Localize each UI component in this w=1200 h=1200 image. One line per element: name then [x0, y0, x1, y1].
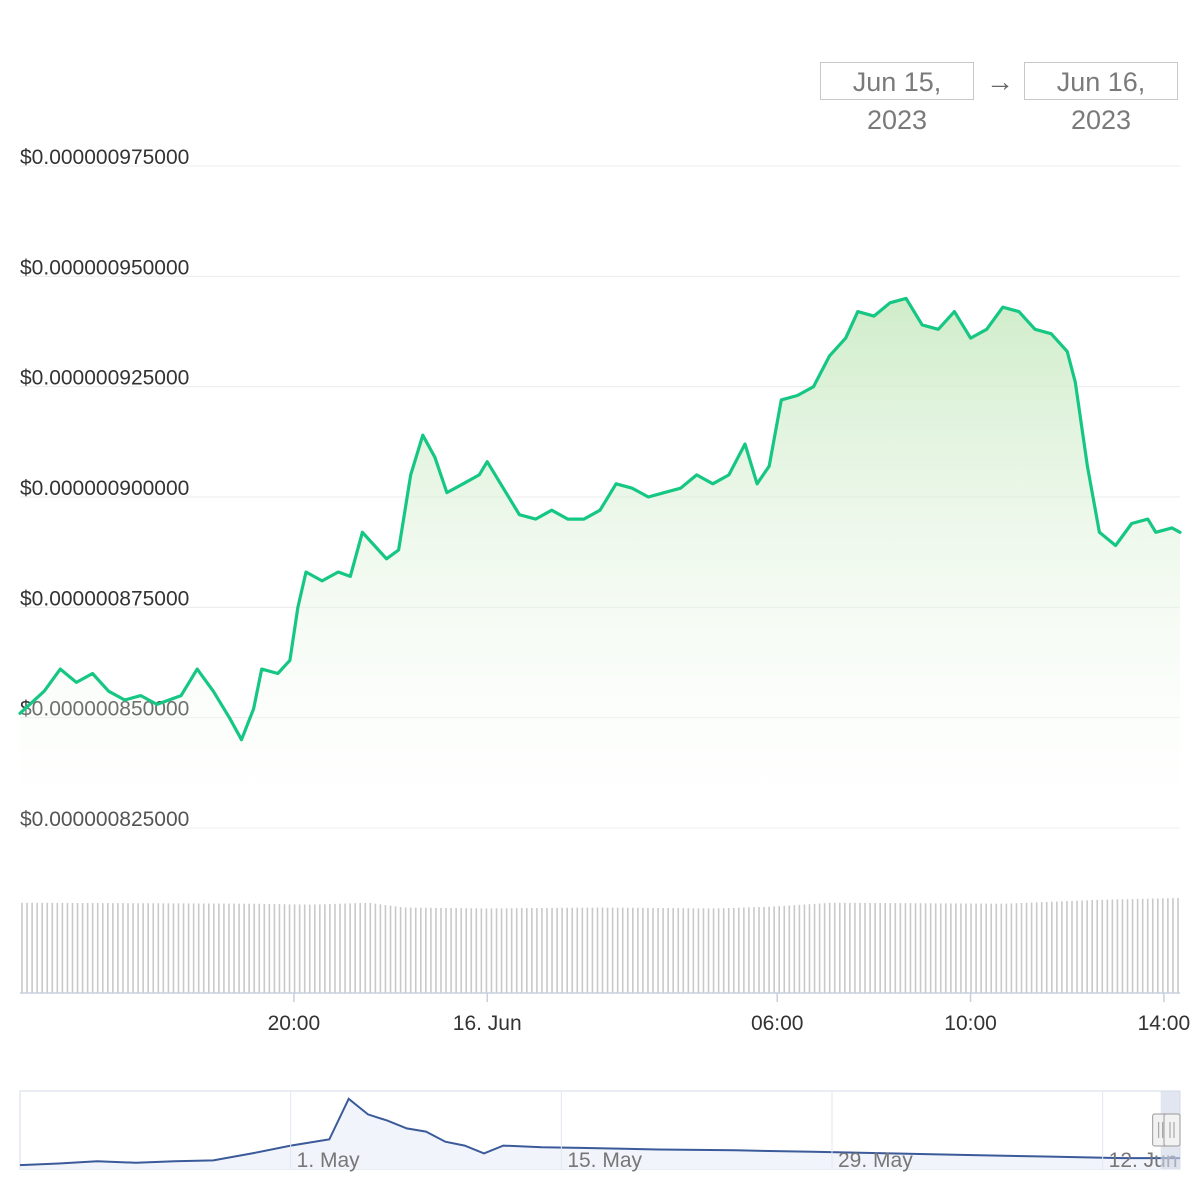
y-tick-label: $0.000000925000: [20, 367, 189, 390]
y-tick-label: $0.000000950000: [20, 256, 189, 279]
price-line: [18, 296, 1182, 742]
navigator-tick-label: 15. May: [567, 1149, 642, 1172]
price-series: [18, 296, 1182, 828]
navigator-tick-label: 29. May: [838, 1149, 913, 1172]
navigator-handle-right[interactable]: [1163, 1113, 1181, 1147]
navigator[interactable]: 1. May 15. May 29. May 12. Jun: [19, 1090, 1181, 1172]
y-tick-label: $0.000000975000: [20, 146, 189, 169]
x-tick-label: 10:00: [944, 1012, 997, 1035]
volume-bars: [21, 898, 1179, 993]
navigator-tick-label: 12. Jun: [1109, 1149, 1178, 1172]
navigator-tick-label: 1. May: [297, 1149, 361, 1172]
range-end-input[interactable]: Jun 16, 2023: [1024, 62, 1178, 135]
navigator-line: [19, 1097, 1180, 1167]
y-tick-label: $0.000000900000: [20, 477, 189, 500]
navigator-area: [20, 1098, 1180, 1169]
price-area: [20, 298, 1180, 828]
x-axis: 20:00 16. Jun 06:00 10:00 14:00: [20, 992, 1191, 1035]
x-tick-label: 16. Jun: [453, 1012, 522, 1035]
x-tick-label: 14:00: [1138, 1012, 1191, 1035]
x-tick-label: 20:00: [268, 1012, 321, 1035]
range-start-input[interactable]: Jun 15, 2023: [820, 62, 974, 135]
y-tick-label: $0.000000875000: [20, 587, 189, 610]
range-arrow-icon: →: [986, 66, 1014, 97]
x-tick-label: 06:00: [751, 1012, 804, 1035]
